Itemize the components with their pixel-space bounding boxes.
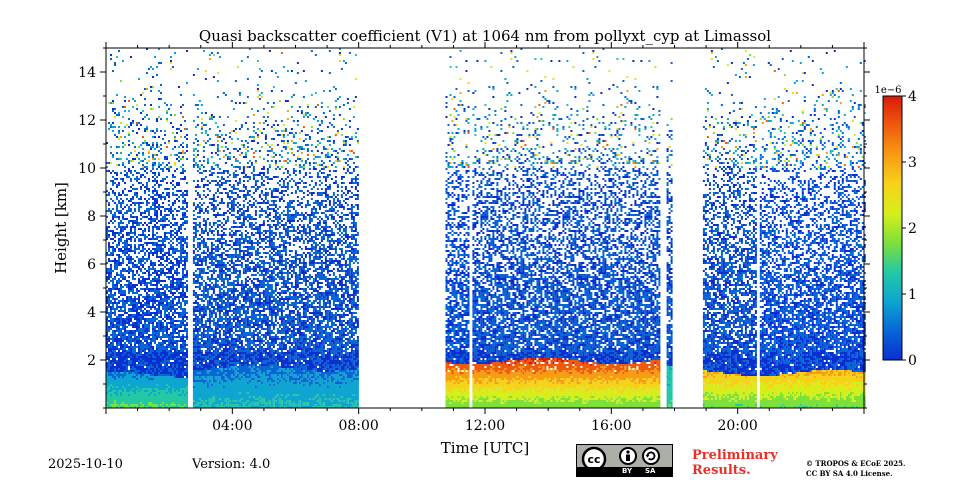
x-tick-label: 12:00 — [465, 418, 505, 434]
version-label: Version: 4.0 — [192, 457, 271, 472]
colorbar-tick-label: 3 — [908, 155, 917, 171]
x-tick-label: 16:00 — [591, 418, 631, 434]
x-tick-label: 04:00 — [212, 418, 252, 434]
heatmap-cells — [702, 50, 757, 376]
y-tick-label: 8 — [87, 209, 96, 225]
cc-bottom-bar: BY SA — [577, 467, 672, 476]
heatmap-cells — [447, 50, 470, 168]
x-tick-label: 20:00 — [717, 418, 757, 434]
heatmap-cells — [666, 158, 673, 408]
heatmap-cells — [447, 362, 450, 364]
heatmap-cells — [106, 48, 188, 378]
chart-title: Quasi backscatter coefficient (V1) at 10… — [199, 27, 771, 45]
colorbar-tick-label: 0 — [908, 353, 917, 369]
cc-license-badge: cc BY SA — [576, 444, 673, 477]
svg-text:cc: cc — [587, 453, 600, 466]
colorbar: 1e−6 0 1 2 3 4 — [874, 85, 917, 369]
preliminary-results: Preliminary Results. — [692, 448, 778, 478]
heatmap-cells — [192, 50, 359, 388]
heatmap-cells — [490, 358, 657, 366]
heatmap-cells — [445, 56, 470, 364]
colorbar-gradient — [883, 96, 902, 360]
colorbar-tick-label: 2 — [908, 221, 917, 237]
y-tick-label: 14 — [78, 65, 96, 81]
heatmap-segment — [702, 48, 757, 408]
heatmap-cells — [668, 146, 673, 166]
cc-icon — [581, 446, 607, 469]
cc-by-label: BY — [622, 467, 633, 475]
heatmap-segment — [106, 48, 188, 408]
copyright-notice: © TROPOS & ECoE 2025. CC BY SA 4.0 Licen… — [806, 459, 906, 478]
heatmap-cells — [702, 48, 757, 374]
heatmap-segment — [192, 48, 359, 408]
heatmap-cells — [192, 50, 359, 372]
colorbar-exponent: 1e−6 — [874, 85, 901, 96]
y-tick-label: 12 — [78, 113, 96, 129]
heatmap-cells — [124, 100, 186, 148]
y-tick-label: 6 — [87, 257, 96, 273]
heatmap-segment — [445, 50, 470, 408]
y-axis-label: Height [km] — [52, 182, 70, 274]
heatmap-segment — [666, 62, 673, 408]
heatmap-cells — [106, 50, 188, 380]
heatmap-cells — [666, 62, 673, 366]
y-tick-label: 2 — [87, 353, 96, 369]
y-tick-label: 10 — [78, 161, 96, 177]
date-label: 2025-10-10 — [48, 457, 123, 472]
x-axis-label: Time [UTC] — [441, 439, 530, 457]
heatmap-segment — [472, 48, 661, 408]
heatmap-cells — [759, 50, 866, 376]
share-alike-icon — [642, 447, 660, 465]
colorbar-tick-label: 1 — [908, 287, 917, 303]
colorbar-tick-label: 4 — [908, 89, 917, 105]
heatmap-cells — [445, 78, 470, 404]
x-tick-label: 08:00 — [338, 418, 378, 434]
heatmap-cells — [472, 48, 661, 364]
cc-icons: cc — [581, 446, 660, 469]
heatmap-segment — [759, 50, 866, 408]
cc-sa-label: SA — [645, 467, 656, 475]
plot-area: 04:00 08:00 12:00 16:00 20:00 2 4 6 8 10 12 14 — [78, 42, 870, 434]
y-tick-label: 4 — [87, 305, 96, 321]
heatmap-cells — [759, 60, 866, 168]
